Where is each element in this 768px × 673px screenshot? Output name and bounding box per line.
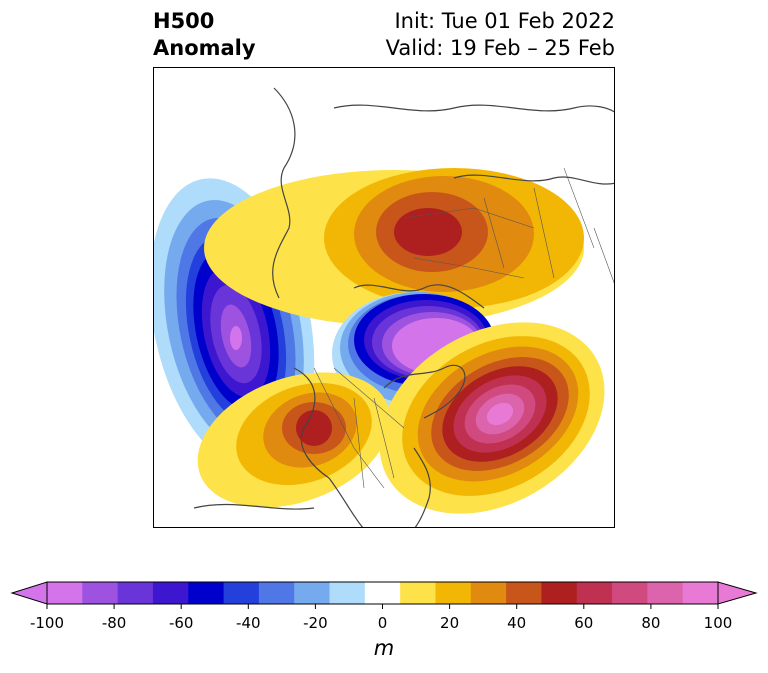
north-atlantic-ridge [379, 322, 605, 514]
colorbar-swatch [576, 582, 613, 604]
colorbar-swatch [223, 582, 260, 604]
title-field: Anomaly [153, 36, 256, 60]
borders [313, 167, 614, 489]
init-time: Init: Tue 01 Feb 2022 [394, 9, 615, 33]
colorbar-tick-label: -80 [101, 614, 127, 632]
colorbar-swatch [647, 582, 684, 604]
colorbar-swatch [541, 582, 578, 604]
coastlines [193, 87, 614, 527]
colorbar-swatch [329, 582, 366, 604]
colorbar-tick-label: 0 [377, 614, 388, 632]
colorbar-tick-label: -60 [168, 614, 194, 632]
western-north-america-ridge [197, 372, 391, 508]
colorbar-swatch [612, 582, 648, 604]
colorbar-swatch [364, 582, 401, 604]
colorbar-swatch [435, 582, 472, 604]
colorbar-swatch [682, 582, 719, 604]
title-variable: H500 [153, 9, 215, 33]
colorbar-tick-label: -40 [236, 614, 261, 632]
colorbar [10, 581, 758, 609]
colorbar-swatch [47, 582, 83, 604]
colorbar-unit: m [373, 636, 395, 660]
colorbar-swatch [400, 582, 436, 604]
colorbar-tick-label: 80 [641, 614, 661, 632]
colorbar-extend-high [717, 581, 758, 605]
colorbar-extend-low [10, 581, 48, 605]
colorbar-tick-label: 40 [507, 614, 527, 632]
colorbar-tick-label: 60 [574, 614, 594, 632]
colorbar-swatch [152, 582, 189, 604]
colorbar-swatch [117, 582, 154, 604]
valid-period: Valid: 19 Feb – 25 Feb [385, 36, 615, 60]
anomaly-map [153, 67, 615, 528]
colorbar-swatch [258, 582, 295, 604]
colorbar-tick-label: -20 [303, 614, 328, 632]
chart-title-right: Init: Tue 01 Feb 2022 Valid: 19 Feb – 25… [386, 8, 615, 62]
eurasia-ridge [204, 168, 584, 326]
colorbar-swatch [82, 582, 119, 604]
colorbar-swatch [470, 582, 507, 604]
colorbar-swatch [506, 582, 542, 604]
chart-title-left: H500 Anomaly [153, 8, 256, 62]
colorbar-swatch [294, 582, 331, 604]
colorbar-tick-label: 20 [440, 614, 460, 632]
colorbar-swatch [188, 582, 225, 604]
colorbar-tick-label: 100 [703, 614, 733, 632]
colorbar-tick-label: -100 [29, 614, 65, 632]
map-canvas [154, 87, 614, 527]
